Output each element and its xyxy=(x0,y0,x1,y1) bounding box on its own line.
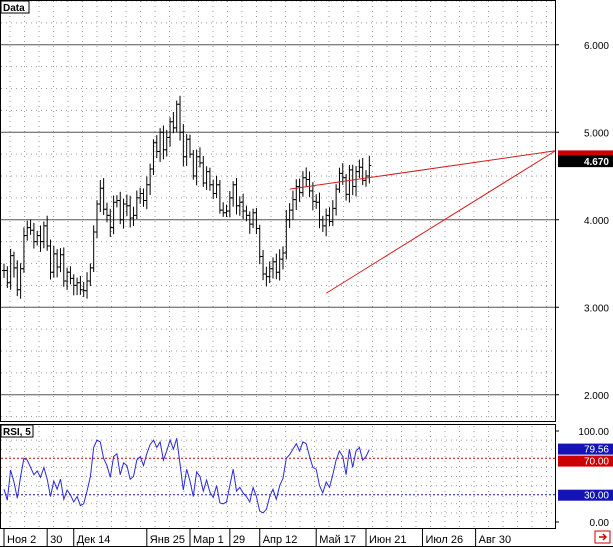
x-tick-label: Апр 12 xyxy=(263,534,298,546)
x-tick-label: 29 xyxy=(233,534,245,546)
x-tick-label: Июл 26 xyxy=(425,534,463,546)
rsi-title: RSI, 5 xyxy=(3,427,31,438)
rsi-grid xyxy=(1,426,555,528)
x-axis: Ноя 2 30 Дек 14 Янв 25 Мар 1 29 Апр 12 Май 17 Ию… xyxy=(0,529,613,547)
rsi-line xyxy=(3,438,370,514)
x-tick-label: Ноя 2 xyxy=(7,534,36,546)
price-ytick-label: 5.000 xyxy=(584,128,609,139)
rsi-level-box xyxy=(558,455,613,467)
x-tick-label: Авг 30 xyxy=(479,534,511,546)
price-grid xyxy=(1,0,555,421)
trendline-upper xyxy=(289,150,556,190)
price-panel-border xyxy=(0,0,556,422)
x-tick-label: Май 17 xyxy=(319,534,356,546)
scroll-to-end-icon[interactable] xyxy=(594,530,611,544)
price-ytick-label: 4.000 xyxy=(584,216,609,227)
price-ytick-label: 2.000 xyxy=(584,391,609,402)
chart-title-box xyxy=(0,0,30,14)
rsi-last-value-box xyxy=(558,443,613,455)
trendline-lower xyxy=(325,150,556,294)
rsi-ytick-label: 100.00 xyxy=(578,427,609,438)
x-tick-label: Мар 1 xyxy=(193,534,224,546)
x-tick-label: Дек 14 xyxy=(77,534,111,546)
chart-title: Data xyxy=(3,3,25,14)
rsi-title-box xyxy=(0,424,34,438)
rsi-level-box xyxy=(558,489,613,501)
rsi-level-label: 30.00 xyxy=(584,491,609,502)
rsi-level-label: 70.00 xyxy=(584,457,609,468)
last-price-box xyxy=(558,155,613,168)
x-tick-label: Июн 21 xyxy=(369,534,407,546)
rsi-last-value-label: 79.56 xyxy=(584,445,609,456)
price-alert-marker xyxy=(558,150,613,156)
x-axis-background xyxy=(0,529,613,547)
trendlines xyxy=(289,150,556,294)
rsi-panel-border xyxy=(0,424,556,529)
price-y-axis: 6.000 5.000 4.000 3.000 2.000 4.670 xyxy=(555,41,613,402)
rsi-series xyxy=(3,438,370,514)
price-ytick-label: 6.000 xyxy=(584,41,609,52)
x-tick-label: 30 xyxy=(50,534,62,546)
price-series xyxy=(2,95,372,299)
x-tick-label: Янв 25 xyxy=(150,534,185,546)
price-ytick-label: 3.000 xyxy=(584,303,609,314)
last-price-label: 4.670 xyxy=(584,157,609,168)
rsi-ytick-label: 0.00 xyxy=(590,518,610,529)
